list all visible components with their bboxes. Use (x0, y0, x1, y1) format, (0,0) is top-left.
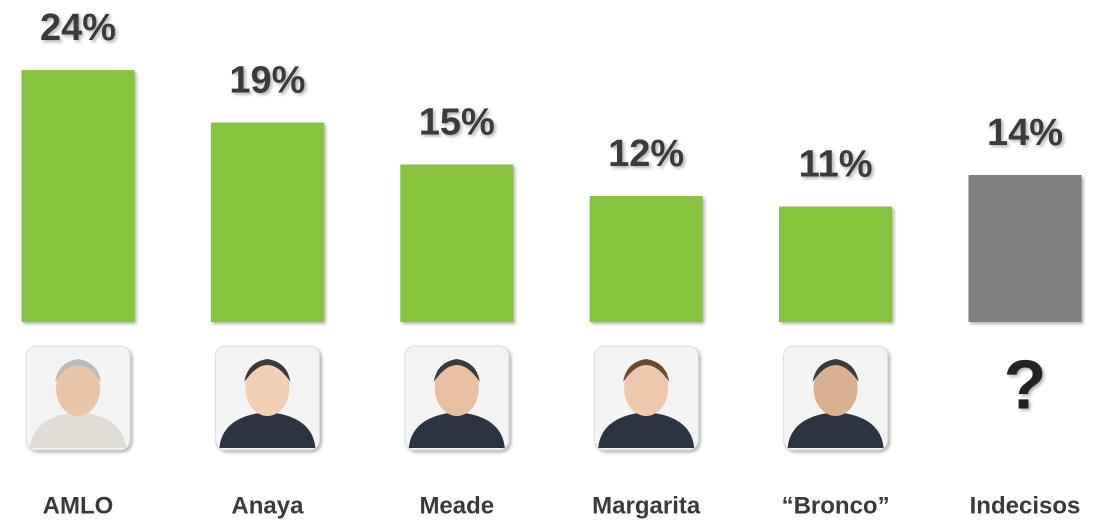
photo-body (219, 412, 316, 448)
photo-hair (55, 359, 101, 382)
candidate-photo (593, 345, 699, 451)
bar (210, 122, 324, 322)
value-label: 11% (799, 144, 873, 186)
photo-head (245, 360, 290, 416)
category-label: Meade (419, 492, 494, 519)
bar (968, 175, 1082, 322)
photo-body (408, 412, 505, 448)
photo-hair (812, 359, 859, 382)
category-label: “Bronco” (782, 492, 890, 519)
bar (21, 70, 135, 322)
value-label: 24% (40, 7, 116, 49)
photo-head (813, 360, 858, 416)
photo-hair (433, 359, 480, 382)
photo-body (598, 412, 695, 448)
photo-hair (244, 359, 291, 382)
bar (589, 196, 703, 322)
candidate-photo (25, 345, 131, 451)
category-label: AMLO (43, 492, 114, 519)
candidate-photo (783, 345, 889, 451)
bar (779, 206, 893, 322)
photo-head (624, 360, 669, 416)
value-label: 15% (419, 102, 495, 144)
category-label: Margarita (592, 492, 701, 519)
unknown-icon: ? (1004, 345, 1047, 423)
bar (400, 164, 514, 322)
value-label: 19% (229, 60, 305, 102)
photo-body (787, 412, 884, 448)
candidate-photo (214, 345, 320, 451)
candidate-photo (404, 345, 510, 451)
value-label: 14% (987, 112, 1063, 154)
photo-hair (623, 359, 670, 382)
photo-body (30, 412, 126, 448)
category-label: Anaya (231, 492, 304, 519)
photo-head (434, 360, 479, 416)
category-label: Indecisos (970, 492, 1081, 519)
photo-head (56, 360, 100, 416)
value-label: 12% (608, 133, 684, 175)
